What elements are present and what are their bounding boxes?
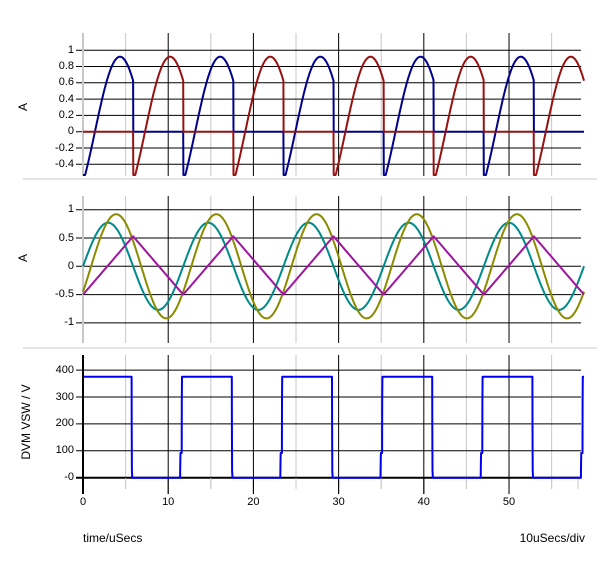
x-axis-scale-label: 10uSecs/div [519, 531, 585, 545]
waveform-olive-sine-current [82, 213, 585, 320]
x-tick-label: 40 [417, 496, 430, 508]
waveform-teal-sine-current [82, 221, 585, 311]
y-tick-label: -0 [64, 471, 74, 484]
y-tick-label: -0.2 [55, 141, 74, 154]
y-tick-label: 1 [67, 203, 74, 216]
y-tick-label: 0.2 [58, 108, 74, 121]
x-tick-label: 30 [332, 496, 345, 508]
x-tick-label: 20 [247, 496, 260, 508]
y-tick-label: 300 [55, 390, 74, 403]
x-tick-label: 0 [79, 496, 87, 508]
y-tick-label: 0.6 [58, 76, 74, 89]
y-tick-label: 0.4 [58, 92, 74, 105]
y-tick-label: -0.4 [55, 157, 74, 170]
y-tick-label: 0.8 [58, 60, 74, 72]
y-tick-label: 0.5 [58, 231, 74, 244]
x-tick-label: 10 [162, 496, 175, 508]
waveform-red-switch-current [82, 55, 585, 176]
waveform-purple-triangle-current [82, 235, 585, 296]
y-tick-label: 0 [67, 259, 74, 272]
bottom-plot-y-axis-label: DVM VSW / V [19, 384, 33, 460]
waveform-blue-switch-current [82, 55, 585, 176]
y-tick-label: 200 [55, 417, 74, 430]
waveform-switch-node-voltage [82, 375, 585, 479]
x-tick-label: 50 [502, 496, 516, 508]
y-tick-label: 0 [67, 125, 74, 138]
y-tick-label: -0.5 [55, 288, 74, 301]
y-tick-label: 1 [67, 43, 74, 56]
y-tick-label: 100 [55, 444, 74, 457]
middle-plot-y-axis-label: A [16, 253, 30, 263]
y-tick-label: -1 [64, 316, 74, 329]
y-tick-label: 400 [55, 363, 74, 376]
top-plot-y-axis-label: A [16, 102, 30, 112]
x-axis-label: time/uSecs [83, 531, 143, 545]
